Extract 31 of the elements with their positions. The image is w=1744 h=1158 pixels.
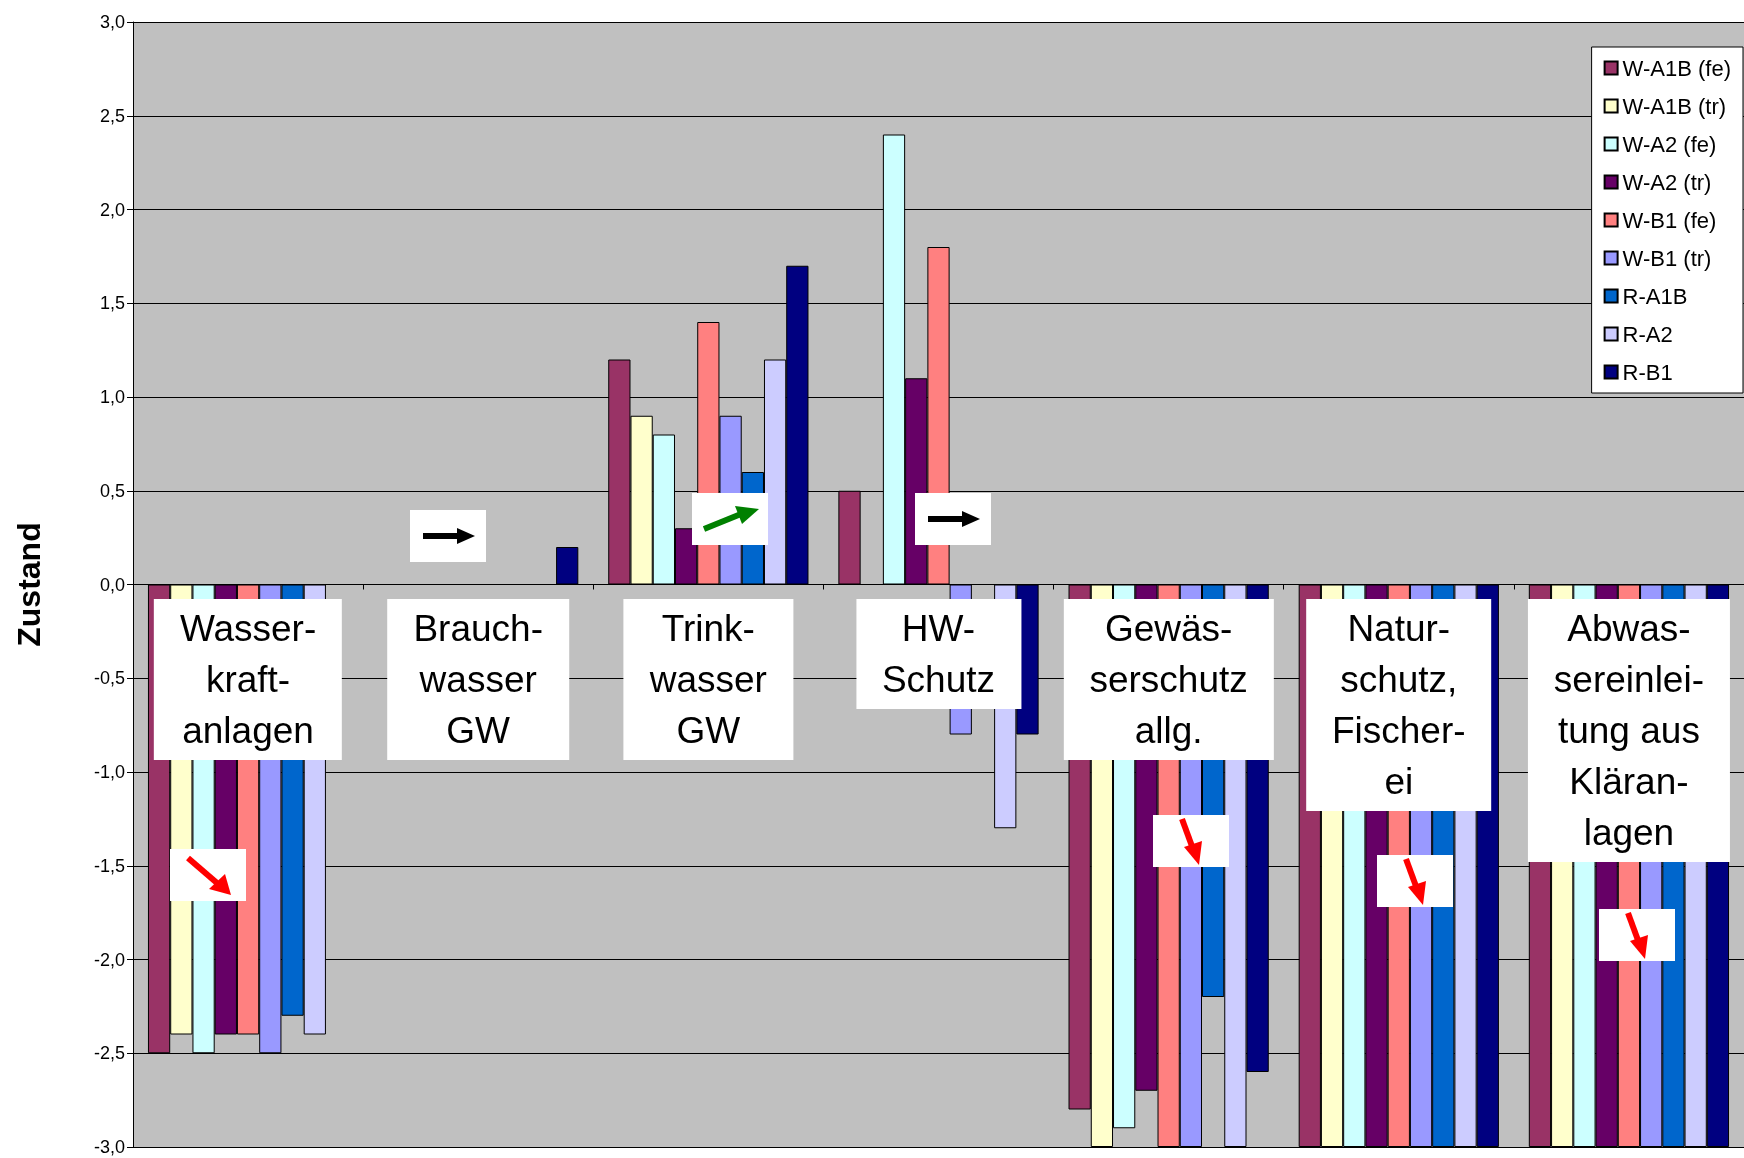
- y-tick-label: -1,5: [93, 855, 125, 876]
- legend-label: W-A2 (tr): [1622, 169, 1712, 195]
- y-tick-label: 2,5: [99, 105, 125, 126]
- legend-label: R-B1: [1622, 359, 1673, 385]
- y-tick-label: 0,0: [99, 574, 125, 595]
- x-tick-label: Brauch- wasser GW: [387, 598, 569, 760]
- y-tick-label: 2,0: [99, 199, 125, 220]
- legend-label: R-A2: [1622, 321, 1673, 347]
- legend-label: W-A2 (fe): [1622, 131, 1717, 157]
- x-tick-label: Wasser- kraft- anlagen: [153, 598, 343, 760]
- legend-label: W-B1 (tr): [1622, 245, 1712, 271]
- x-tick-label: Abwas- sereinlei- tung aus Kläran- lagen: [1527, 598, 1730, 862]
- y-tick-label: -0,5: [93, 668, 125, 689]
- y-tick-label: -1,0: [93, 762, 125, 782]
- legend-label: W-B1 (fe): [1622, 207, 1717, 233]
- x-tick-label: HW- Schutz: [855, 598, 1022, 709]
- y-tick-label: -2,0: [93, 949, 125, 970]
- y-tick-label: 3,0: [99, 12, 125, 32]
- x-tick-label: Trink- wasser GW: [623, 598, 793, 760]
- legend-label: W-A1B (fe): [1622, 55, 1731, 81]
- legend-label: R-A1B: [1622, 283, 1688, 309]
- y-tick-label: 1,0: [99, 387, 125, 407]
- x-tick-label: Gewäs- serschutz allg.: [1063, 598, 1274, 760]
- y-tick-label: 1,5: [99, 293, 125, 314]
- y-axis-title: Zustand: [11, 522, 47, 647]
- bar: [556, 547, 579, 585]
- x-tick-label: Natur- schutz, Fischer- ei: [1305, 598, 1492, 811]
- y-tick-label: 0,5: [99, 480, 125, 501]
- y-tick-label: -3,0: [93, 1137, 125, 1157]
- legend-label: W-A1B (tr): [1622, 93, 1727, 119]
- y-tick-label: -2,5: [93, 1043, 125, 1064]
